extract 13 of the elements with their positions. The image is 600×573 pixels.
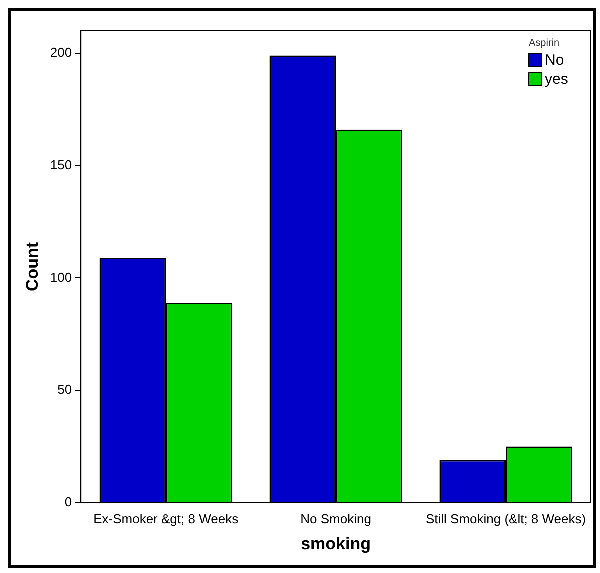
y-axis-title: Count: [22, 242, 42, 292]
legend-label: No: [545, 52, 564, 70]
y-tick-label: 0: [64, 494, 72, 510]
x-tick-label: Still Smoking (&lt; 8 Weeks): [426, 511, 586, 526]
y-tick-label: 50: [58, 382, 72, 398]
x-tick-label: Ex-Smoker &gt; 8 Weeks: [94, 511, 240, 526]
x-axis-title: smoking: [301, 534, 371, 554]
y-tick-label: 200: [50, 45, 72, 60]
x-tick-label: No Smoking: [300, 511, 372, 526]
legend-label: yes: [545, 71, 568, 88]
legend-title: Aspirin: [529, 38, 560, 49]
y-tick-label: 100: [50, 270, 72, 285]
y-tick-label: 150: [50, 157, 72, 172]
